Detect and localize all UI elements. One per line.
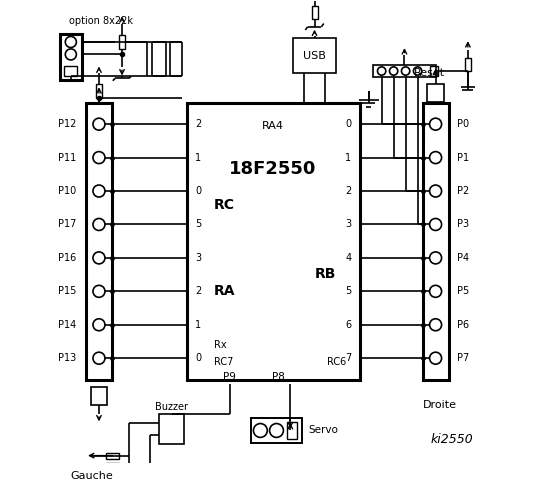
Circle shape	[93, 352, 105, 364]
Bar	[119, 35, 125, 49]
Bar	[422, 103, 448, 380]
Text: Servo: Servo	[309, 425, 338, 435]
Circle shape	[430, 185, 442, 197]
Text: Droite: Droite	[423, 400, 457, 410]
Circle shape	[93, 319, 105, 331]
Text: P2: P2	[457, 186, 469, 196]
Text: RA4: RA4	[262, 121, 284, 131]
Text: P16: P16	[58, 253, 76, 263]
Circle shape	[93, 218, 105, 230]
Bar	[373, 65, 436, 77]
Circle shape	[430, 118, 442, 130]
Text: RC: RC	[214, 198, 235, 212]
Text: RA: RA	[214, 284, 236, 298]
Text: P3: P3	[457, 219, 469, 229]
Text: ki2550: ki2550	[430, 433, 473, 446]
Bar	[427, 84, 444, 102]
Text: P13: P13	[58, 353, 76, 363]
Text: option 8x22k: option 8x22k	[69, 16, 133, 26]
Bar	[186, 103, 359, 380]
Bar	[430, 66, 438, 76]
Text: Reset: Reset	[414, 68, 445, 78]
Bar	[106, 453, 119, 458]
Text: 2: 2	[195, 287, 201, 296]
Text: Rx: Rx	[214, 340, 227, 350]
Circle shape	[389, 67, 398, 75]
Circle shape	[93, 152, 105, 164]
Bar	[311, 6, 317, 19]
Text: P17: P17	[58, 219, 76, 229]
Circle shape	[65, 36, 76, 48]
Text: 3: 3	[345, 219, 351, 229]
Text: P8: P8	[273, 372, 285, 382]
Text: 7: 7	[345, 353, 351, 363]
Text: 1: 1	[195, 153, 201, 163]
Text: P5: P5	[457, 287, 469, 296]
Bar	[91, 387, 107, 405]
Circle shape	[430, 352, 442, 364]
Circle shape	[430, 152, 442, 164]
Text: 0: 0	[195, 186, 201, 196]
Text: P7: P7	[457, 353, 469, 363]
Bar	[293, 38, 336, 73]
Bar	[465, 58, 471, 71]
Text: 5: 5	[345, 287, 351, 296]
Text: P6: P6	[457, 320, 469, 330]
Circle shape	[93, 285, 105, 297]
Text: 18F2550: 18F2550	[229, 160, 317, 178]
Circle shape	[253, 423, 267, 437]
Circle shape	[93, 118, 105, 130]
Bar	[286, 422, 297, 439]
Text: USB: USB	[303, 50, 326, 60]
Text: P11: P11	[58, 153, 76, 163]
Text: 5: 5	[195, 219, 201, 229]
Circle shape	[269, 423, 284, 437]
Text: 0: 0	[345, 119, 351, 129]
Circle shape	[414, 67, 422, 75]
Bar	[64, 66, 77, 76]
Circle shape	[65, 49, 76, 60]
Text: P4: P4	[457, 253, 469, 263]
Bar	[159, 414, 184, 444]
Text: P12: P12	[58, 119, 76, 129]
Text: RC7: RC7	[214, 357, 233, 367]
Text: 1: 1	[195, 320, 201, 330]
Text: 3: 3	[195, 253, 201, 263]
Circle shape	[430, 252, 442, 264]
Bar	[86, 103, 112, 380]
Text: 2: 2	[195, 119, 201, 129]
Circle shape	[430, 285, 442, 297]
Text: P9: P9	[223, 372, 236, 382]
Bar	[96, 84, 102, 98]
Text: 6: 6	[345, 320, 351, 330]
Circle shape	[93, 252, 105, 264]
Text: Buzzer: Buzzer	[155, 402, 188, 412]
Text: P1: P1	[457, 153, 469, 163]
Circle shape	[430, 218, 442, 230]
Text: P0: P0	[457, 119, 469, 129]
Text: P10: P10	[58, 186, 76, 196]
Circle shape	[401, 67, 410, 75]
Text: P14: P14	[58, 320, 76, 330]
Text: RB: RB	[315, 267, 336, 281]
Text: 1: 1	[345, 153, 351, 163]
Text: 4: 4	[345, 253, 351, 263]
Circle shape	[93, 185, 105, 197]
Bar	[251, 418, 302, 443]
Text: 0: 0	[195, 353, 201, 363]
Circle shape	[430, 319, 442, 331]
Bar	[60, 34, 82, 80]
Text: RC6: RC6	[327, 357, 347, 367]
Circle shape	[378, 67, 386, 75]
Bar	[106, 463, 119, 469]
Text: P15: P15	[58, 287, 76, 296]
Text: 2: 2	[345, 186, 351, 196]
Text: Gauche: Gauche	[71, 471, 113, 480]
